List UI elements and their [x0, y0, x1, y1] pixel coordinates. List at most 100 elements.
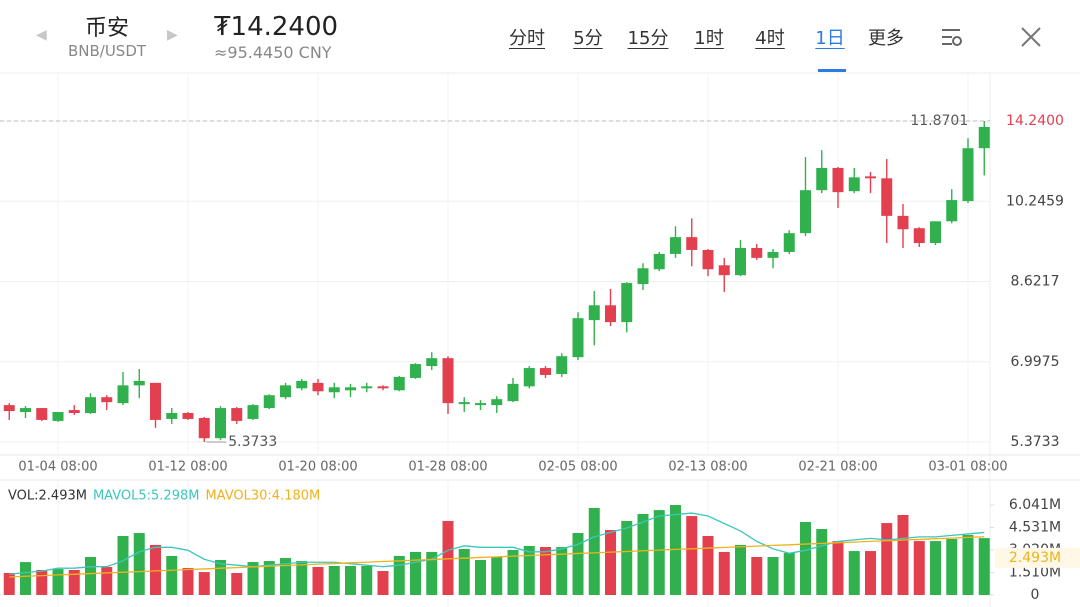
- volume-bar: [198, 572, 210, 595]
- tab[interactable]: 4时: [755, 28, 785, 49]
- x-tick-label: 01-20 08:00: [278, 460, 357, 475]
- ma-line: [9, 536, 985, 578]
- volume-bar: [962, 534, 974, 595]
- x-tick-label: 02-21 08:00: [798, 460, 877, 475]
- candle-body: [621, 283, 633, 323]
- volume-bar: [621, 520, 633, 595]
- candle-body: [686, 237, 698, 250]
- candle-body: [767, 251, 779, 258]
- volume-bar: [653, 510, 665, 595]
- price-cny: ≈95.4450 CNY: [214, 43, 332, 62]
- tab[interactable]: 1日: [815, 28, 845, 49]
- candle-body: [702, 249, 714, 270]
- legend-entry: MAVOL30:4.180M: [205, 489, 320, 504]
- x-tick-label: 01-28 08:00: [408, 460, 487, 475]
- next-arrow[interactable]: ▶: [167, 27, 178, 43]
- candle-body: [735, 247, 746, 276]
- volume-bar: [426, 551, 438, 595]
- volume-bar: [215, 559, 226, 595]
- legend-entry: MAVOL5:5.298M: [93, 489, 200, 504]
- tab[interactable]: 更多: [868, 28, 904, 49]
- volume-bar: [605, 530, 616, 595]
- candle-body: [588, 305, 600, 321]
- candle-body: [426, 358, 438, 367]
- volume-bar: [3, 572, 15, 595]
- volume-bar: [393, 555, 405, 595]
- volume-bar: [978, 538, 990, 595]
- candle-body: [507, 383, 519, 402]
- candle-body: [312, 382, 324, 392]
- candle-body: [605, 305, 616, 323]
- y-tick-label: 4.531M: [1009, 519, 1061, 535]
- volume-bar: [897, 514, 909, 595]
- candle-body: [377, 386, 389, 389]
- low-label: 5.3733: [228, 434, 277, 450]
- volume-bar: [718, 551, 730, 595]
- volume-bar: [572, 533, 584, 595]
- candle-body: [36, 408, 48, 420]
- candle-body: [345, 387, 356, 391]
- coin-name: 币安: [84, 16, 130, 41]
- tab[interactable]: 1时: [694, 28, 724, 49]
- volume-bar: [133, 533, 145, 595]
- settings-icon[interactable]: [940, 26, 964, 48]
- volume-bar: [930, 541, 941, 595]
- candle-body: [832, 167, 844, 193]
- volume-bar: [913, 541, 925, 595]
- volume-bar: [816, 529, 828, 595]
- volume-bar: [523, 545, 535, 595]
- volume-bar: [556, 547, 568, 595]
- y-tick-label: 6.041M: [1009, 497, 1061, 513]
- volume-bar: [296, 561, 308, 595]
- volume-bar: [150, 544, 161, 595]
- volume-bar: [68, 569, 80, 595]
- candle-body: [848, 177, 860, 192]
- y-tick-label: 10.2459: [1006, 193, 1064, 209]
- candle-body: [3, 405, 15, 412]
- candle-body: [978, 126, 990, 149]
- volume-bar: [767, 557, 779, 595]
- candle-body: [913, 228, 925, 244]
- volume-bar: [946, 538, 958, 595]
- volume-bar: [182, 568, 194, 595]
- candle-body: [523, 368, 535, 387]
- candle-body: [231, 408, 243, 421]
- candle-body: [442, 358, 454, 404]
- volume-bar: [312, 566, 324, 595]
- volume-bar: [865, 551, 876, 595]
- close-button[interactable]: [1020, 26, 1042, 48]
- volume-bar: [263, 561, 275, 595]
- tab[interactable]: 分时: [509, 28, 545, 49]
- candle-body: [865, 176, 876, 179]
- candle-body: [117, 385, 129, 404]
- volume-bar: [117, 536, 129, 595]
- candle-body: [816, 167, 828, 191]
- y-tick-label: 6.9975: [1011, 354, 1060, 370]
- candle-body: [182, 413, 194, 419]
- candle-body: [653, 253, 665, 270]
- candle-body: [962, 148, 974, 202]
- candle-body: [930, 221, 941, 244]
- price-tag: 14.2400: [1006, 113, 1064, 129]
- prev-arrow[interactable]: ◀: [36, 27, 47, 43]
- volume-bar: [361, 565, 373, 595]
- candle-body: [637, 268, 649, 285]
- tab[interactable]: 15分: [627, 28, 669, 49]
- tab[interactable]: 5分: [573, 28, 603, 49]
- volume-bar: [848, 551, 860, 595]
- candle-body: [540, 368, 551, 375]
- legend-entry: VOL:2.493M: [8, 489, 87, 504]
- candle-body: [20, 408, 31, 413]
- candle-body: [280, 385, 291, 398]
- candle-body: [556, 356, 568, 374]
- volume-bar: [686, 516, 698, 595]
- volume-bar: [345, 565, 356, 595]
- candle-body: [247, 405, 259, 419]
- ma-line: [9, 512, 985, 575]
- y-tick-label: 8.6217: [1011, 274, 1060, 290]
- candle-body: [475, 403, 486, 406]
- price-tag-box: [995, 110, 1080, 132]
- volume-bar: [328, 565, 340, 595]
- x-tick-label: 02-13 08:00: [668, 460, 747, 475]
